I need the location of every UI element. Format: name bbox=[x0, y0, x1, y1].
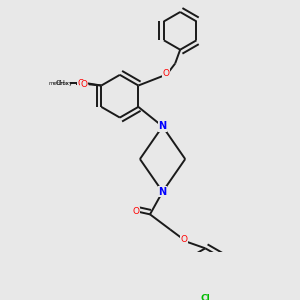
Text: Cl: Cl bbox=[200, 294, 210, 300]
Text: O: O bbox=[78, 79, 85, 88]
Text: methoxy: methoxy bbox=[49, 80, 73, 86]
Text: O: O bbox=[133, 207, 140, 216]
Text: O: O bbox=[81, 80, 88, 89]
Text: N: N bbox=[158, 187, 166, 197]
Text: CH₃: CH₃ bbox=[56, 80, 69, 86]
Text: N: N bbox=[158, 122, 166, 131]
Text: O: O bbox=[180, 235, 188, 244]
Text: O: O bbox=[163, 69, 170, 78]
